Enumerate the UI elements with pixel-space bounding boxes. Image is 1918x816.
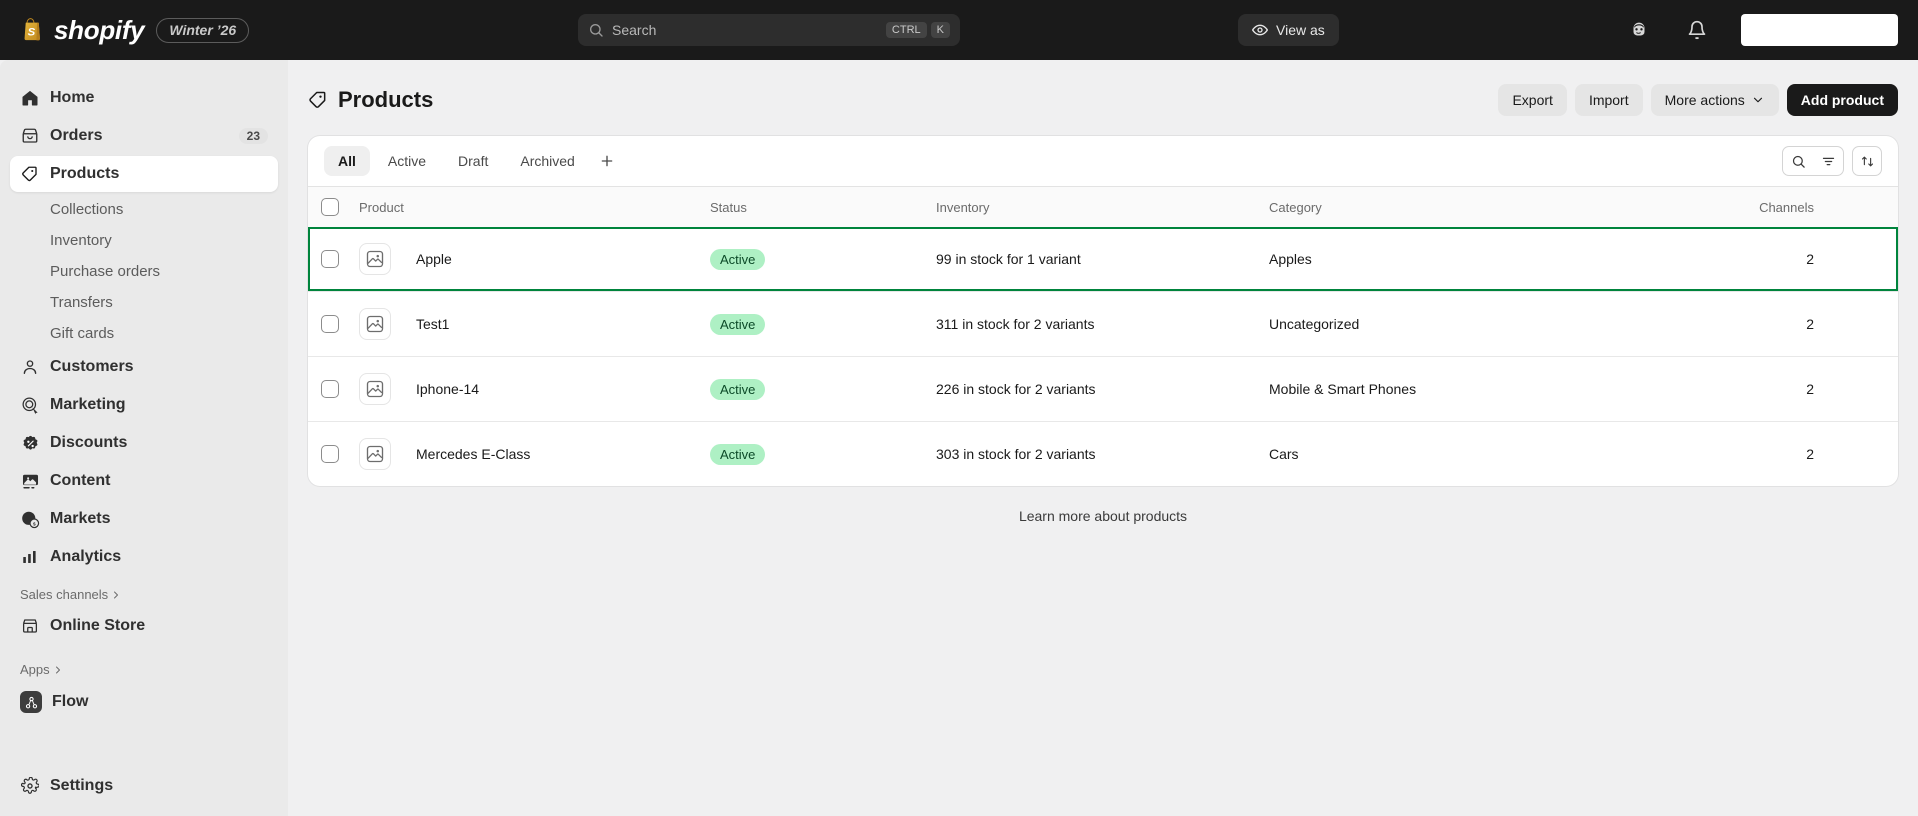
svg-text:S: S xyxy=(28,26,36,38)
svg-text:$: $ xyxy=(32,521,35,527)
